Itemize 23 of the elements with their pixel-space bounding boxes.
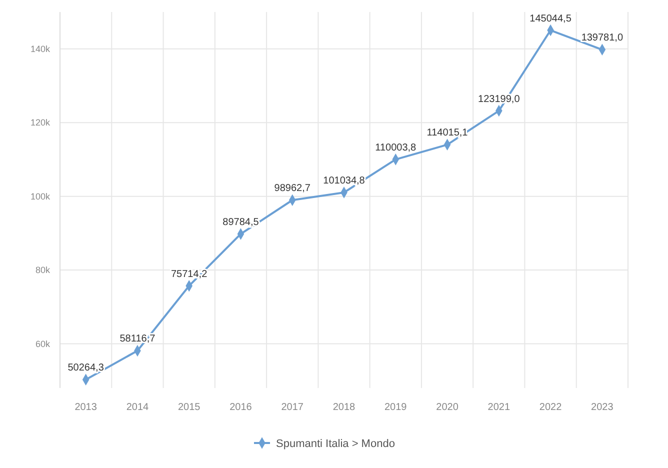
x-tick-label: 2014 — [126, 402, 150, 413]
y-tick-label: 140k — [30, 44, 50, 54]
y-tick-label: 120k — [30, 118, 50, 128]
y-tick-label: 80k — [35, 265, 50, 276]
x-tick-label: 2016 — [230, 402, 252, 413]
data-label: 139781,0 — [581, 32, 624, 44]
x-tick-label: 2021 — [488, 402, 510, 413]
x-tick-label: 2023 — [591, 402, 614, 413]
data-label: 98962,7 — [274, 183, 311, 194]
legend-label: Spumanti Italia > Mondo — [276, 438, 395, 450]
x-tick-label: 2017 — [281, 402, 304, 413]
x-tick-label: 2019 — [384, 402, 408, 413]
x-tick-label: 2020 — [436, 402, 459, 413]
x-tick-label: 2013 — [74, 402, 98, 413]
data-label: 50264,3 — [68, 362, 104, 374]
data-label: 145044,5 — [530, 13, 572, 24]
data-label: 89784,5 — [222, 216, 260, 228]
y-tick-label: 100k — [30, 191, 50, 202]
x-tick-label: 2018 — [332, 402, 356, 413]
x-tick-label: 2015 — [178, 402, 201, 413]
x-tick-label: 2022 — [539, 402, 562, 413]
y-tick-label: 60k — [35, 338, 50, 349]
data-label: 110003,8 — [375, 142, 417, 154]
